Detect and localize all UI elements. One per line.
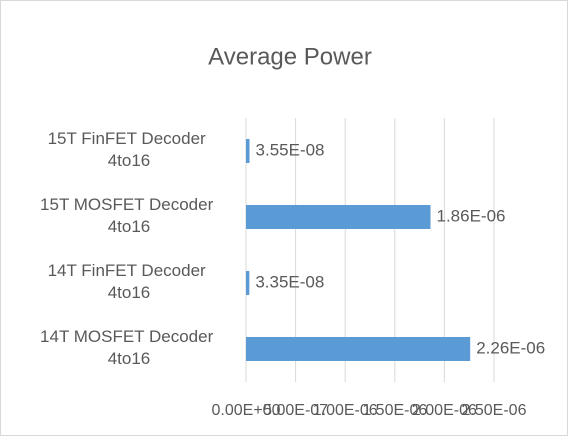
bar [246, 139, 250, 163]
x-tick-label: 2.50E-06 [462, 402, 527, 419]
y-tick-label: 14T FinFET Decoder 4to16 [48, 261, 211, 302]
x-tick-label: 5.00E-07 [263, 402, 328, 419]
data-label: 2.26E-06 [476, 338, 545, 357]
bar [246, 337, 471, 361]
bar [246, 205, 431, 229]
x-tick-label: 1.00E-06 [313, 402, 378, 419]
bar [246, 271, 250, 295]
x-tick-label: 1.50E-06 [362, 402, 427, 419]
data-label: 3.55E-08 [256, 140, 325, 159]
x-tick-label: 0.00E+00 [212, 402, 281, 419]
data-label: 3.35E-08 [255, 272, 324, 291]
data-label: 1.86E-06 [437, 206, 506, 225]
chart-title: Average Power [208, 43, 372, 70]
y-tick-label: 15T MOSFET Decoder 4to16 [40, 195, 218, 236]
y-tick-label: 14T MOSFET Decoder 4to16 [40, 327, 218, 368]
x-tick-label: 2.00E-06 [412, 402, 477, 419]
y-tick-label: 15T FinFET Decoder 4to16 [48, 129, 211, 170]
